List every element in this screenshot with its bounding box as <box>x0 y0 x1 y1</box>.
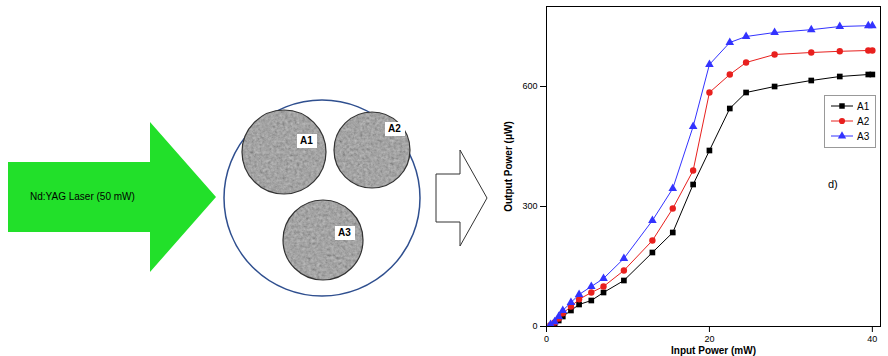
html-text:A3: A3 <box>857 130 870 142</box>
svg-text:0: 0 <box>532 321 537 331</box>
svg-text:Output Power (μW): Output Power (μW) <box>503 121 514 212</box>
svg-text:20: 20 <box>704 334 714 344</box>
svg-text:600: 600 <box>522 81 537 91</box>
svg-text:40: 40 <box>867 334 877 344</box>
svg-text:300: 300 <box>522 201 537 211</box>
html-text:d): d) <box>828 177 838 190</box>
svg-text:A2: A2 <box>388 123 401 134</box>
html-text:A2: A2 <box>857 115 870 127</box>
svg-text:Nd:YAG Laser (50 mW): Nd:YAG Laser (50 mW) <box>30 191 135 202</box>
html-text:A1: A1 <box>857 100 870 112</box>
svg-text:Input Power (mW): Input Power (mW) <box>671 345 756 356</box>
svg-text:A1: A1 <box>300 135 313 146</box>
svg-text:0: 0 <box>544 334 549 344</box>
svg-text:A3: A3 <box>338 227 351 238</box>
